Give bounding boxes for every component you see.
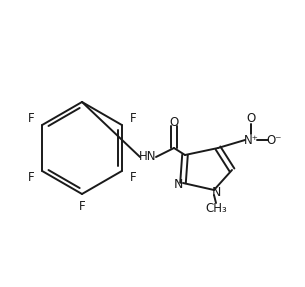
Text: O⁻: O⁻ [266, 133, 282, 146]
Text: F: F [27, 112, 34, 125]
Text: HN: HN [139, 150, 157, 164]
Text: F: F [130, 171, 136, 184]
Text: F: F [79, 201, 85, 214]
Text: F: F [130, 112, 136, 125]
Text: CH₃: CH₃ [205, 201, 227, 214]
Text: O: O [246, 113, 256, 125]
Text: F: F [27, 171, 34, 184]
Text: N⁺: N⁺ [244, 133, 258, 146]
Text: O: O [169, 117, 179, 129]
Text: N: N [211, 187, 221, 199]
Text: N: N [173, 177, 183, 191]
